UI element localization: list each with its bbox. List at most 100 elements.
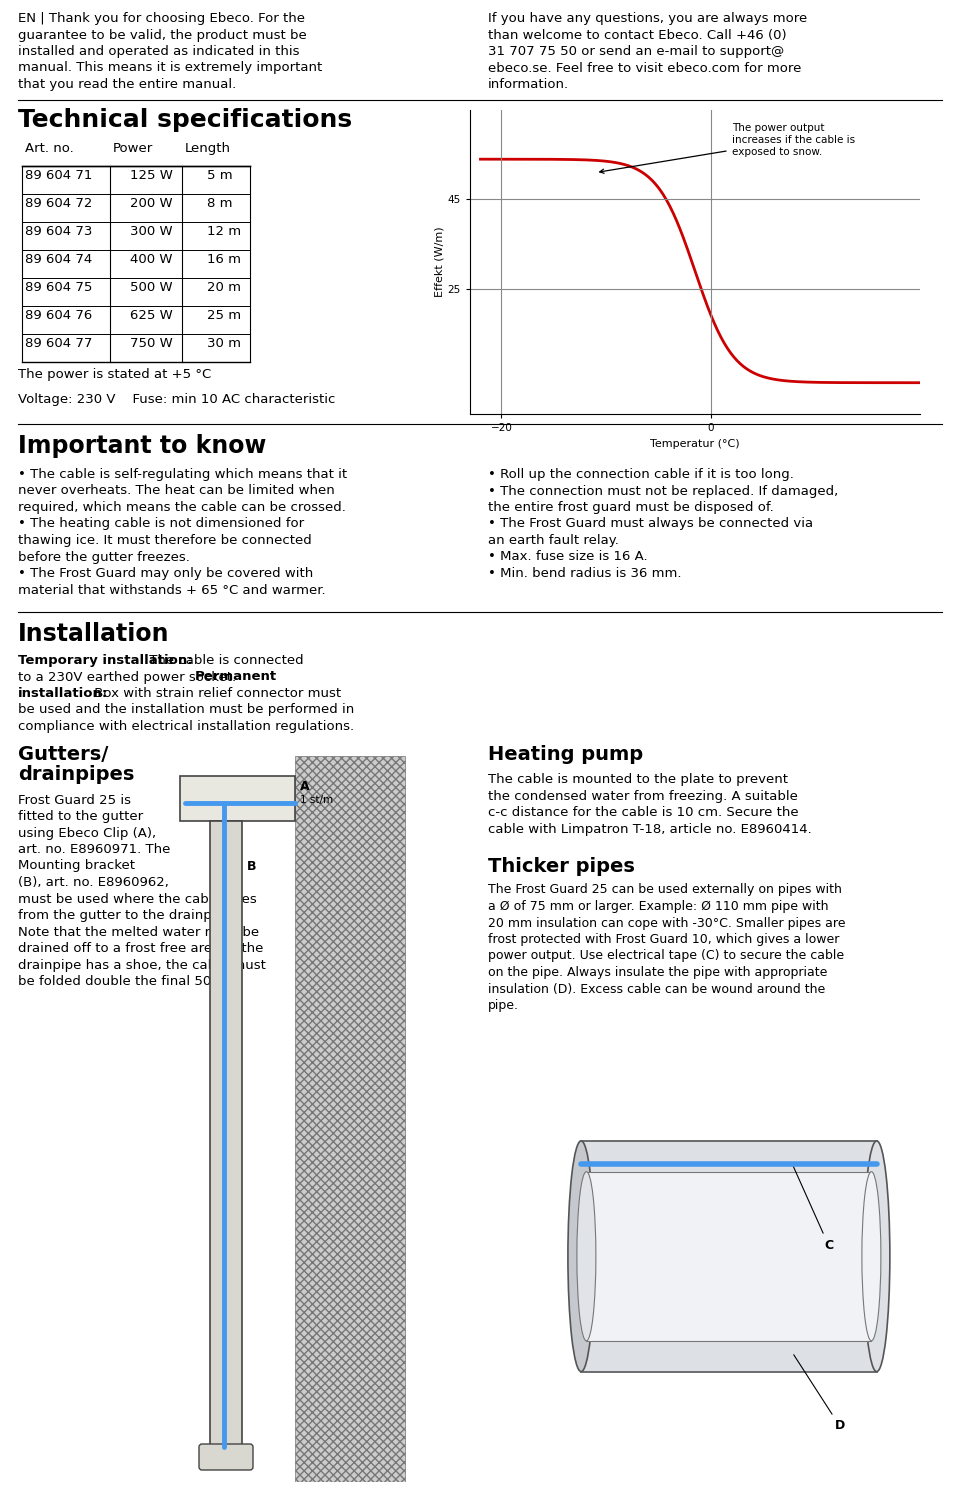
Text: 89 604 72: 89 604 72 [25, 197, 92, 209]
Text: • The cable is self-regulating which means that it: • The cable is self-regulating which mea… [18, 469, 348, 481]
Text: Box with strain relief connector must: Box with strain relief connector must [89, 687, 341, 699]
Text: on the pipe. Always insulate the pipe with appropriate: on the pipe. Always insulate the pipe wi… [488, 966, 828, 980]
Text: 89 604 73: 89 604 73 [25, 225, 92, 238]
Text: guarantee to be valid, the product must be: guarantee to be valid, the product must … [18, 29, 307, 42]
Text: never overheats. The heat can be limited when: never overheats. The heat can be limited… [18, 484, 335, 497]
Text: manual. This means it is extremely important: manual. This means it is extremely impor… [18, 62, 323, 74]
Text: Gutters/: Gutters/ [18, 746, 108, 764]
Text: 89 604 75: 89 604 75 [25, 280, 92, 294]
Y-axis label: Effekt (W/m): Effekt (W/m) [435, 226, 444, 297]
Text: an earth fault relay.: an earth fault relay. [488, 533, 619, 547]
Text: thawing ice. It must therefore be connected: thawing ice. It must therefore be connec… [18, 533, 312, 547]
Text: frost protected with Frost Guard 10, which gives a lower: frost protected with Frost Guard 10, whi… [488, 933, 839, 946]
Text: 12 m: 12 m [207, 225, 241, 238]
Text: B: B [247, 860, 256, 874]
Text: 750 W: 750 W [130, 338, 173, 350]
Text: • The Frost Guard may only be covered with: • The Frost Guard may only be covered wi… [18, 567, 313, 580]
Text: 20 m: 20 m [207, 280, 241, 294]
Text: 30 m: 30 m [207, 338, 241, 350]
Bar [180, 776, 295, 820]
Text: pipe.: pipe. [488, 999, 519, 1013]
Text: compliance with electrical installation regulations.: compliance with electrical installation … [18, 720, 354, 732]
Text: Frost Guard 25 is: Frost Guard 25 is [18, 794, 131, 806]
Text: material that withstands + 65 °C and warmer.: material that withstands + 65 °C and war… [18, 583, 325, 597]
Text: cable with Limpatron T-18, article no. E8960414.: cable with Limpatron T-18, article no. E… [488, 823, 812, 836]
Text: 89 604 76: 89 604 76 [25, 309, 92, 322]
Text: 625 W: 625 W [130, 309, 173, 322]
Text: be used and the installation must be performed in: be used and the installation must be per… [18, 704, 354, 716]
Text: EN | Thank you for choosing Ebeco. For the: EN | Thank you for choosing Ebeco. For t… [18, 12, 305, 26]
Text: information.: information. [488, 78, 569, 90]
Text: drainpipe has a shoe, the cable must: drainpipe has a shoe, the cable must [18, 958, 266, 972]
Text: to a 230V earthed power socket.: to a 230V earthed power socket. [18, 671, 240, 684]
Text: 5 m: 5 m [207, 169, 232, 182]
Text: a Ø of 75 mm or larger. Example: Ø 110 mm pipe with: a Ø of 75 mm or larger. Example: Ø 110 m… [488, 900, 828, 913]
Text: the condensed water from freezing. A suitable: the condensed water from freezing. A sui… [488, 790, 798, 803]
Text: be folded double the final 50 cm.: be folded double the final 50 cm. [18, 975, 240, 989]
Text: Note that the melted water must be: Note that the melted water must be [18, 925, 259, 939]
Text: power output. Use electrical tape (C) to secure the cable: power output. Use electrical tape (C) to… [488, 949, 844, 963]
Text: The Frost Guard 25 can be used externally on pipes with: The Frost Guard 25 can be used externall… [488, 883, 842, 897]
Text: • The connection must not be replaced. If damaged,: • The connection must not be replaced. I… [488, 484, 838, 497]
Text: drained off to a frost free area. If the: drained off to a frost free area. If the [18, 942, 263, 955]
Ellipse shape [568, 1141, 594, 1371]
Text: The power is stated at +5 °C: The power is stated at +5 °C [18, 368, 211, 381]
Text: 16 m: 16 m [207, 253, 241, 267]
Text: • Min. bend radius is 36 mm.: • Min. bend radius is 36 mm. [488, 567, 682, 580]
Text: Important to know: Important to know [18, 434, 266, 458]
Bar [210, 820, 242, 1453]
Text: 89 604 74: 89 604 74 [25, 253, 92, 267]
Text: Length: Length [185, 142, 231, 155]
Text: 89 604 71: 89 604 71 [25, 169, 92, 182]
Text: D: D [794, 1355, 845, 1432]
Text: Temporary installation:: Temporary installation: [18, 654, 193, 668]
Text: Mounting bracket: Mounting bracket [18, 859, 135, 873]
Text: ebeco.se. Feel free to visit ebeco.com for more: ebeco.se. Feel free to visit ebeco.com f… [488, 62, 802, 74]
Text: Art. no.: Art. no. [25, 142, 74, 155]
Text: 200 W: 200 W [130, 197, 173, 209]
Text: The cable is mounted to the plate to prevent: The cable is mounted to the plate to pre… [488, 773, 788, 787]
Text: installation:: installation: [18, 687, 108, 699]
Bar [295, 755, 405, 1481]
Text: c-c distance for the cable is 10 cm. Secure the: c-c distance for the cable is 10 cm. Sec… [488, 806, 799, 820]
Text: the entire frost guard must be disposed of.: the entire frost guard must be disposed … [488, 500, 774, 514]
Text: 500 W: 500 W [130, 280, 173, 294]
Bar [581, 1141, 876, 1371]
Text: must be used where the cable goes: must be used where the cable goes [18, 892, 256, 906]
Text: 25 m: 25 m [207, 309, 241, 322]
X-axis label: Temperatur (°C): Temperatur (°C) [650, 439, 740, 449]
Text: Voltage: 230 V    Fuse: min 10 AC characteristic: Voltage: 230 V Fuse: min 10 AC character… [18, 392, 335, 405]
Text: • Roll up the connection cable if it is too long.: • Roll up the connection cable if it is … [488, 469, 794, 481]
Text: 31 707 75 50 or send an e-mail to support@: 31 707 75 50 or send an e-mail to suppor… [488, 45, 784, 57]
Ellipse shape [577, 1171, 596, 1341]
Text: 125 W: 125 W [130, 169, 173, 182]
Text: Thicker pipes: Thicker pipes [488, 857, 635, 877]
Text: • Max. fuse size is 16 A.: • Max. fuse size is 16 A. [488, 550, 648, 564]
Text: art. no. E8960971. The: art. no. E8960971. The [18, 842, 170, 856]
Text: Power: Power [113, 142, 154, 155]
Text: • The heating cable is not dimensioned for: • The heating cable is not dimensioned f… [18, 517, 304, 530]
Ellipse shape [863, 1141, 890, 1371]
Text: 400 W: 400 W [130, 253, 173, 267]
Text: drainpipes: drainpipes [18, 766, 134, 785]
Text: 1 st/m: 1 st/m [300, 796, 333, 806]
Bar [587, 1171, 872, 1341]
Text: The cable is connected: The cable is connected [145, 654, 303, 668]
Text: from the gutter to the drainpipe.: from the gutter to the drainpipe. [18, 909, 236, 922]
Text: The power output
increases if the cable is
exposed to snow.: The power output increases if the cable … [600, 124, 854, 173]
Ellipse shape [862, 1171, 881, 1341]
Text: A: A [300, 781, 310, 794]
Text: before the gutter freezes.: before the gutter freezes. [18, 550, 190, 564]
Text: • The Frost Guard must always be connected via: • The Frost Guard must always be connect… [488, 517, 813, 530]
Text: insulation (D). Excess cable can be wound around the: insulation (D). Excess cable can be woun… [488, 983, 826, 996]
Text: 89 604 77: 89 604 77 [25, 338, 92, 350]
Text: C: C [793, 1166, 833, 1251]
Text: Permanent: Permanent [195, 671, 276, 684]
Text: than welcome to contact Ebeco. Call +46 (0): than welcome to contact Ebeco. Call +46 … [488, 29, 786, 42]
Text: using Ebeco Clip (A),: using Ebeco Clip (A), [18, 826, 156, 839]
Text: 300 W: 300 W [130, 225, 173, 238]
Text: 8 m: 8 m [207, 197, 232, 209]
Text: 20 mm insulation can cope with -30°C. Smaller pipes are: 20 mm insulation can cope with -30°C. Sm… [488, 916, 846, 930]
Text: Technical specifications: Technical specifications [18, 109, 352, 133]
Text: Installation: Installation [18, 622, 170, 647]
